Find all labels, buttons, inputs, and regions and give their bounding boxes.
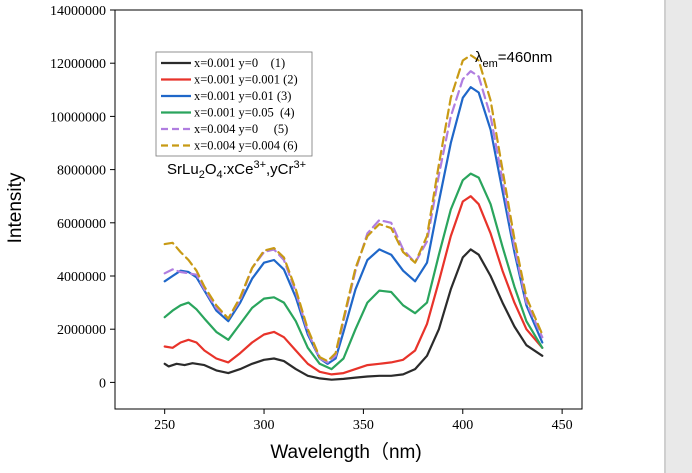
series-line-2 bbox=[163, 195, 544, 376]
series-line-6 bbox=[163, 54, 544, 363]
x-tick-label: 250 bbox=[154, 418, 175, 433]
x-tick-label: 400 bbox=[452, 418, 473, 433]
side-panel bbox=[666, 0, 692, 473]
series-line-3 bbox=[163, 86, 544, 365]
legend-label-2: x=0.001 y=0.001 (2) bbox=[194, 73, 298, 87]
x-tick-label: 350 bbox=[353, 418, 374, 433]
legend-label-3: x=0.001 y=0.01 (3) bbox=[194, 89, 291, 103]
y-tick-label: 2000000 bbox=[57, 323, 106, 338]
legend-label-4: x=0.001 y=0.05 (4) bbox=[194, 106, 295, 120]
legend-label-5: x=0.004 y=0 (5) bbox=[194, 122, 288, 136]
x-tick-label: 450 bbox=[552, 418, 573, 433]
y-tick-label: 6000000 bbox=[57, 217, 106, 232]
series-layer bbox=[163, 54, 544, 381]
window-divider bbox=[664, 0, 666, 473]
legend-frame bbox=[155, 51, 313, 157]
series-line-4 bbox=[163, 172, 544, 371]
legend-label-1: x=0.001 y=0 (1) bbox=[194, 56, 285, 70]
y-tick-label: 8000000 bbox=[57, 164, 106, 179]
compound-annotation: SrLu2O4:xCe3+,yCr3+ bbox=[167, 159, 306, 181]
y-tick-label: 12000000 bbox=[50, 57, 106, 72]
series-line-1 bbox=[163, 248, 544, 381]
legend-label-6: x=0.004 y=0.004 (6) bbox=[194, 139, 298, 153]
legend-items: x=0.001 y=0 (1) x=0.001 y=0.001 (2) x=0.00… bbox=[161, 56, 298, 153]
lambda-annotation: λem=460nm bbox=[475, 49, 552, 70]
y-tick-label: 4000000 bbox=[57, 270, 106, 285]
x-tick-label: 300 bbox=[254, 418, 275, 433]
x-axis-label: Wavelength（nm) bbox=[270, 441, 421, 463]
y-tick-label: 14000000 bbox=[50, 4, 106, 19]
ticks-layer: 250 300 350 400 450 0 2000000 4000000 6000000 800… bbox=[50, 4, 573, 433]
y-tick-label: 0 bbox=[99, 376, 106, 391]
legend: x=0.001 y=0 (1) x=0.001 y=0.001 (2) x=0.00… bbox=[155, 51, 313, 157]
plot-frame bbox=[114, 9, 583, 410]
y-axis-label: Intensity bbox=[5, 172, 26, 243]
y-tick-label: 10000000 bbox=[50, 110, 106, 125]
